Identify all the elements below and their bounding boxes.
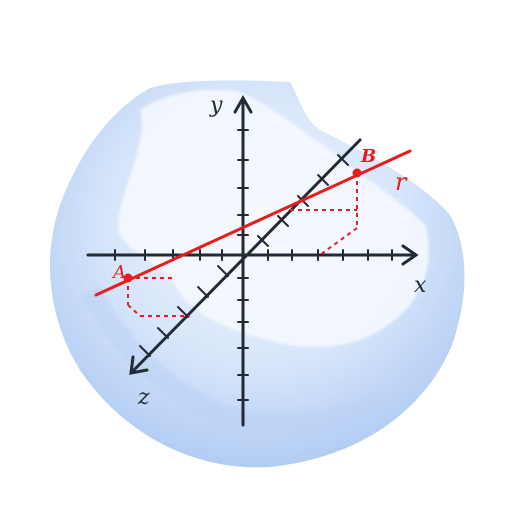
tick-marks — [114, 129, 393, 401]
point-b-label: B — [360, 146, 376, 167]
x-axis-arrowhead — [401, 244, 419, 266]
z-axis-label: z — [137, 385, 150, 410]
point-b — [352, 168, 362, 178]
x-axis-label: x — [414, 273, 427, 298]
point-a — [123, 273, 133, 283]
labels: y x z A B r — [111, 93, 427, 410]
axes — [86, 94, 419, 427]
line-r-label: r — [395, 168, 408, 196]
z-axis-arrowhead — [129, 355, 149, 375]
points — [123, 168, 362, 283]
y-axis-arrowhead — [233, 94, 253, 114]
projection-lines — [127, 173, 358, 317]
point-a-label: A — [111, 262, 126, 283]
y-axis-label: y — [209, 93, 223, 118]
watercolor-background — [49, 80, 465, 468]
